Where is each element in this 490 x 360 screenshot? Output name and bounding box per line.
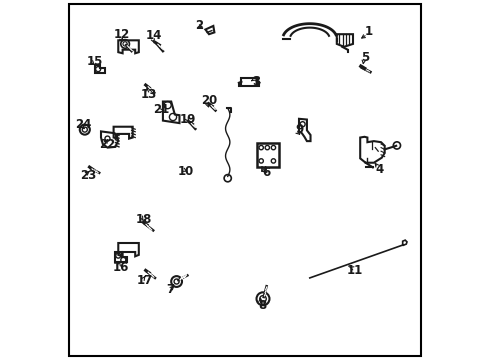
Text: 18: 18 [135,213,152,226]
Text: 2: 2 [195,19,203,32]
Text: 17: 17 [137,274,153,287]
Text: 1: 1 [365,25,373,38]
Text: 19: 19 [180,113,196,126]
Text: 5: 5 [362,51,370,64]
Text: 3: 3 [252,75,260,87]
Text: 22: 22 [99,138,115,151]
Text: 13: 13 [141,88,157,101]
Text: 23: 23 [80,169,97,182]
Text: 4: 4 [376,163,384,176]
Text: 10: 10 [177,165,194,177]
Text: 24: 24 [75,118,92,131]
Text: 15: 15 [86,55,103,68]
Bar [242,78,257,86]
Text: 6: 6 [263,166,271,179]
Bar [257,143,279,167]
Text: 11: 11 [347,264,363,276]
Text: 21: 21 [153,103,170,116]
Text: 20: 20 [201,94,217,107]
Text: 14: 14 [146,29,162,42]
Text: 9: 9 [295,123,303,136]
Text: 16: 16 [113,261,129,274]
Text: 12: 12 [113,28,130,41]
Text: 8: 8 [258,299,267,312]
Text: 7: 7 [166,283,174,296]
